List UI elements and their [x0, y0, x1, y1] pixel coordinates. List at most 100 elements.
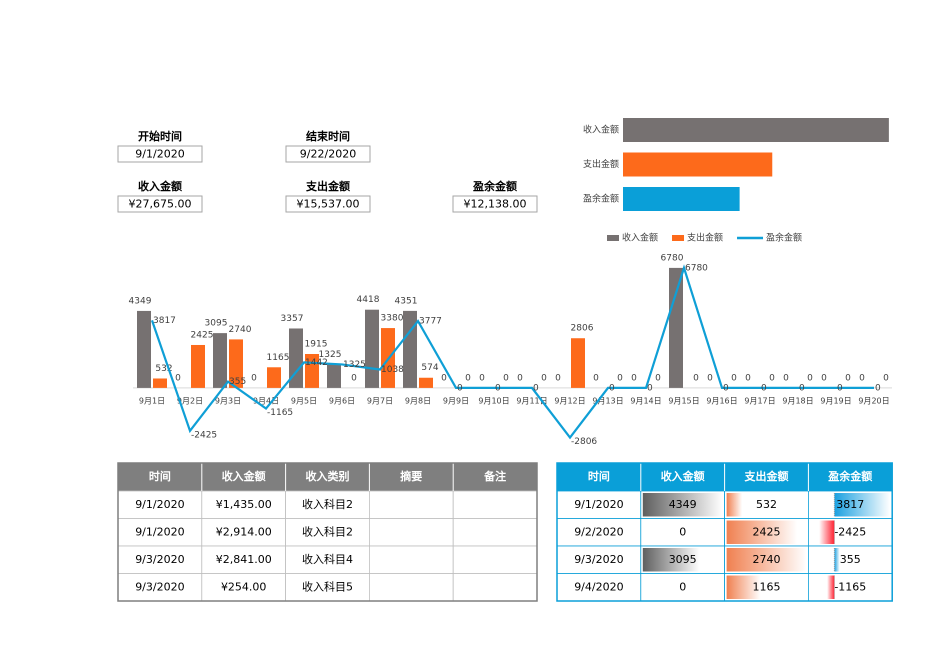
data-label: 0: [731, 373, 737, 383]
table-cell: [640, 573, 725, 602]
field-value: 9/22/2020: [300, 148, 356, 161]
data-label: 574: [421, 363, 438, 373]
bar: [623, 152, 773, 177]
data-bar: [834, 548, 840, 572]
table-header: 收入金额: [222, 469, 266, 483]
data-label: 0: [723, 383, 729, 393]
table-cell-text: -1165: [834, 580, 866, 593]
data-label: 6780: [661, 253, 684, 263]
table-cell: [452, 490, 538, 519]
bar: [191, 344, 205, 388]
data-label: 0: [175, 373, 181, 383]
field-value: ¥15,537.00: [297, 198, 360, 211]
table-border: [117, 462, 538, 602]
x-tick-label: 9月7日: [367, 397, 393, 406]
data-label: 0: [517, 373, 523, 383]
table-cell: [556, 518, 642, 547]
table-cell: [285, 545, 370, 574]
x-tick-label: 9月18日: [782, 397, 813, 406]
data-bar: [642, 548, 700, 572]
x-tick-label: 9月17日: [744, 397, 775, 406]
data-bar: [827, 575, 835, 599]
table-cell: [201, 545, 287, 574]
x-tick-label: 9月16日: [706, 397, 737, 406]
bar: [623, 187, 740, 211]
field-label: 开始时间: [138, 129, 182, 143]
bar: [623, 118, 889, 142]
data-label: -2806: [571, 437, 597, 447]
data-label: -2425: [191, 430, 217, 440]
table-cell: [452, 573, 538, 602]
table-cell: [201, 573, 287, 602]
data-label: 2806: [571, 324, 594, 334]
table-cell-text: 9/1/2020: [135, 498, 184, 511]
bar: [267, 367, 281, 388]
field-value: ¥27,675.00: [129, 198, 192, 211]
data-label: 1915: [305, 340, 328, 350]
data-label: 0: [745, 373, 751, 383]
table-header: 收入金额: [661, 469, 705, 483]
data-bar: [642, 493, 723, 517]
table-cell-text: 收入科目4: [302, 552, 353, 566]
data-label: 0: [821, 373, 827, 383]
x-tick-label: 9月1日: [139, 397, 165, 406]
bar: [137, 310, 151, 388]
field-label: 支出金额: [305, 179, 350, 193]
x-tick-label: 9月6日: [329, 397, 355, 406]
table-cell-text: 9/3/2020: [135, 553, 184, 566]
x-tick-label: 9月10日: [478, 397, 509, 406]
data-label: 1325: [343, 360, 366, 370]
data-label: 0: [837, 383, 843, 393]
data-label: 0: [541, 373, 547, 383]
x-tick-label: 9月15日: [668, 397, 699, 406]
data-label: 0: [457, 383, 463, 393]
data-label: 2740: [229, 325, 252, 335]
table-header-bg: [118, 463, 537, 491]
data-label: 0: [555, 373, 561, 383]
field-box: [285, 195, 371, 213]
field-box: [117, 195, 203, 213]
data-label: 532: [155, 364, 172, 374]
data-bar: [834, 493, 891, 517]
bar-label: 支出金额: [583, 158, 619, 170]
data-bar: [819, 520, 835, 544]
table-cell-text: 9/2/2020: [574, 525, 623, 538]
data-label: 4351: [395, 296, 418, 306]
x-tick-label: 9月5日: [291, 397, 317, 406]
data-label: 2425: [191, 330, 214, 340]
table-cell: [117, 545, 203, 574]
x-tick-label: 9月14日: [630, 397, 661, 406]
legend-label: 收入金额: [622, 232, 658, 244]
field-box: [452, 195, 538, 213]
bar: [419, 377, 433, 388]
table-cell: [368, 490, 454, 519]
data-label: 4418: [357, 295, 380, 305]
x-tick-label: 9月20日: [858, 397, 889, 406]
bar-label: 盈余金额: [583, 193, 619, 205]
data-label: 3095: [205, 319, 228, 329]
data-label: 3817: [153, 316, 176, 326]
data-label: 0: [503, 373, 509, 383]
data-label: 0: [647, 383, 653, 393]
data-label: 0: [859, 373, 865, 383]
table-cell-text: 收入科目5: [302, 579, 353, 593]
table-cell-text: 2425: [753, 525, 781, 538]
table-cell-text: 9/1/2020: [135, 525, 184, 538]
table-cell: [285, 518, 370, 547]
bar: [289, 328, 303, 388]
table-cell-text: 3095: [669, 553, 697, 566]
data-label: 1325: [319, 350, 342, 360]
data-label: 3777: [419, 317, 442, 327]
data-label: 0: [465, 373, 471, 383]
table-border: [556, 462, 893, 602]
table-cell-text: 1165: [753, 580, 781, 593]
table-cell-text: ¥2,841.00: [216, 553, 272, 566]
data-bar: [726, 493, 743, 517]
data-label: 3380: [381, 314, 404, 324]
field-label: 盈余金额: [472, 179, 517, 193]
table-cell: [556, 490, 642, 519]
data-label: 1165: [267, 353, 290, 363]
data-label: 0: [441, 373, 447, 383]
data-label: 3357: [281, 314, 304, 324]
